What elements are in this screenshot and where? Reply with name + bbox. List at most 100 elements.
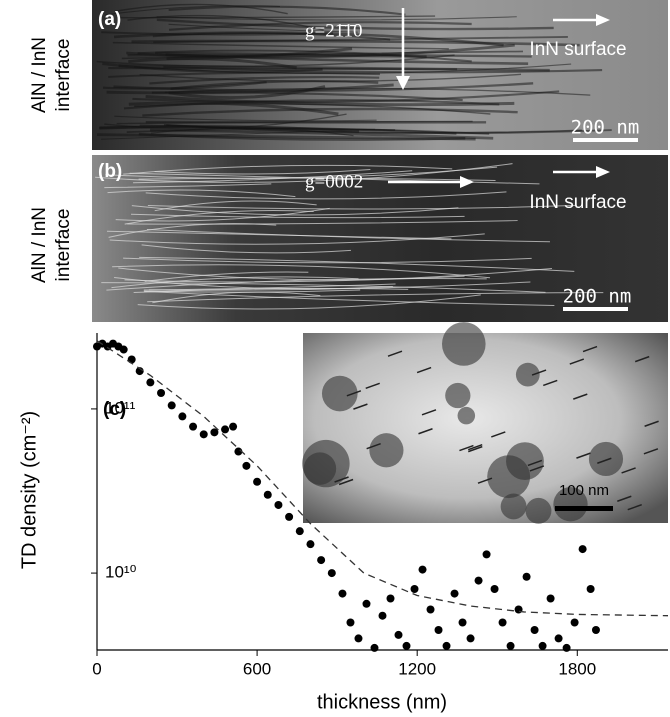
data-point — [221, 425, 230, 434]
data-point — [242, 461, 251, 470]
inset-line — [529, 465, 545, 472]
inset-line — [617, 495, 632, 502]
streak — [168, 5, 406, 16]
streak — [114, 3, 288, 15]
inset-line — [621, 467, 636, 474]
scale-bar-label: 200 nm — [563, 286, 632, 308]
data-point — [466, 634, 475, 643]
inset-line — [365, 382, 380, 390]
x-tick-label: 1800 — [558, 659, 596, 678]
scale-bar — [573, 138, 638, 142]
data-point — [119, 345, 128, 354]
streak — [133, 63, 572, 74]
inset-line — [542, 379, 558, 387]
panel-label: (a) — [98, 9, 121, 30]
inset-line — [387, 350, 403, 357]
data-point — [317, 556, 326, 565]
inset-line — [334, 476, 349, 483]
inset-line — [421, 409, 437, 416]
scale-bar-label: 100 nm — [559, 482, 609, 499]
data-point — [229, 422, 238, 431]
streak — [170, 79, 379, 90]
streak — [131, 39, 580, 47]
streak — [133, 170, 413, 184]
data-point — [378, 611, 387, 620]
streak — [115, 207, 330, 222]
streak — [163, 65, 603, 74]
streak — [138, 132, 466, 141]
inset-image — [303, 333, 668, 523]
inset-line — [418, 428, 433, 435]
data-point — [167, 401, 176, 410]
data-point — [514, 605, 523, 614]
inset-spot — [553, 487, 588, 522]
streak — [145, 191, 507, 200]
streak — [156, 18, 554, 31]
data-point — [263, 490, 272, 499]
inset-line — [582, 345, 598, 353]
streak — [145, 94, 515, 107]
streak — [139, 256, 575, 272]
y-axis-title: TD density (cm⁻²) — [18, 411, 40, 569]
streak — [105, 5, 280, 16]
streak — [154, 200, 317, 212]
streak — [168, 23, 358, 33]
data-point — [450, 589, 459, 598]
inset-line — [527, 459, 543, 467]
x-tick-label: 0 — [92, 659, 101, 678]
y-tick-label: 10¹⁰ — [105, 563, 137, 582]
data-point — [327, 569, 336, 578]
data-point — [458, 618, 467, 627]
x-axis-title: thickness (nm) — [317, 691, 447, 713]
data-point — [442, 641, 451, 650]
streak — [143, 289, 361, 293]
streak — [137, 294, 481, 310]
streak — [168, 21, 472, 31]
side-label: interface — [53, 209, 74, 282]
data-point — [410, 584, 419, 593]
inset-line — [644, 420, 659, 427]
streak — [144, 290, 555, 306]
data-point — [285, 512, 294, 521]
x-tick-label: 600 — [243, 659, 271, 678]
streak — [154, 168, 371, 175]
inset-line — [477, 477, 493, 484]
data-point — [199, 430, 208, 439]
streak — [141, 244, 351, 254]
inset-line — [366, 442, 381, 450]
streak — [104, 183, 272, 189]
direction: InN surface — [529, 39, 626, 60]
direction: InN surface — [529, 192, 626, 213]
streak — [156, 16, 517, 21]
streak — [144, 271, 309, 282]
data-point — [386, 594, 395, 603]
data-point — [346, 618, 355, 627]
data-point — [554, 634, 563, 643]
streak — [165, 53, 529, 65]
streak — [112, 41, 449, 50]
streak — [133, 287, 409, 293]
panel-label: (b) — [98, 161, 122, 182]
inset-line — [569, 358, 585, 365]
inset-spot — [457, 406, 476, 425]
data-point — [402, 641, 411, 650]
streak — [146, 228, 550, 243]
panel-label: (c) — [103, 399, 126, 420]
data-point — [146, 378, 155, 387]
data-point — [253, 477, 262, 486]
data-point — [295, 527, 304, 536]
inset-line — [634, 355, 650, 363]
streak — [130, 213, 465, 219]
streak — [123, 164, 453, 175]
inset-spot — [487, 455, 531, 499]
streak — [123, 99, 500, 110]
streak — [107, 189, 296, 198]
inset-line — [627, 503, 642, 511]
inset-spot — [500, 493, 527, 520]
streak — [113, 31, 504, 47]
g-vector: g=21̄1̄0 — [305, 20, 363, 41]
data-point — [490, 584, 499, 593]
data-point — [306, 540, 315, 549]
inset-spot — [302, 439, 350, 488]
inset-line — [573, 393, 588, 400]
